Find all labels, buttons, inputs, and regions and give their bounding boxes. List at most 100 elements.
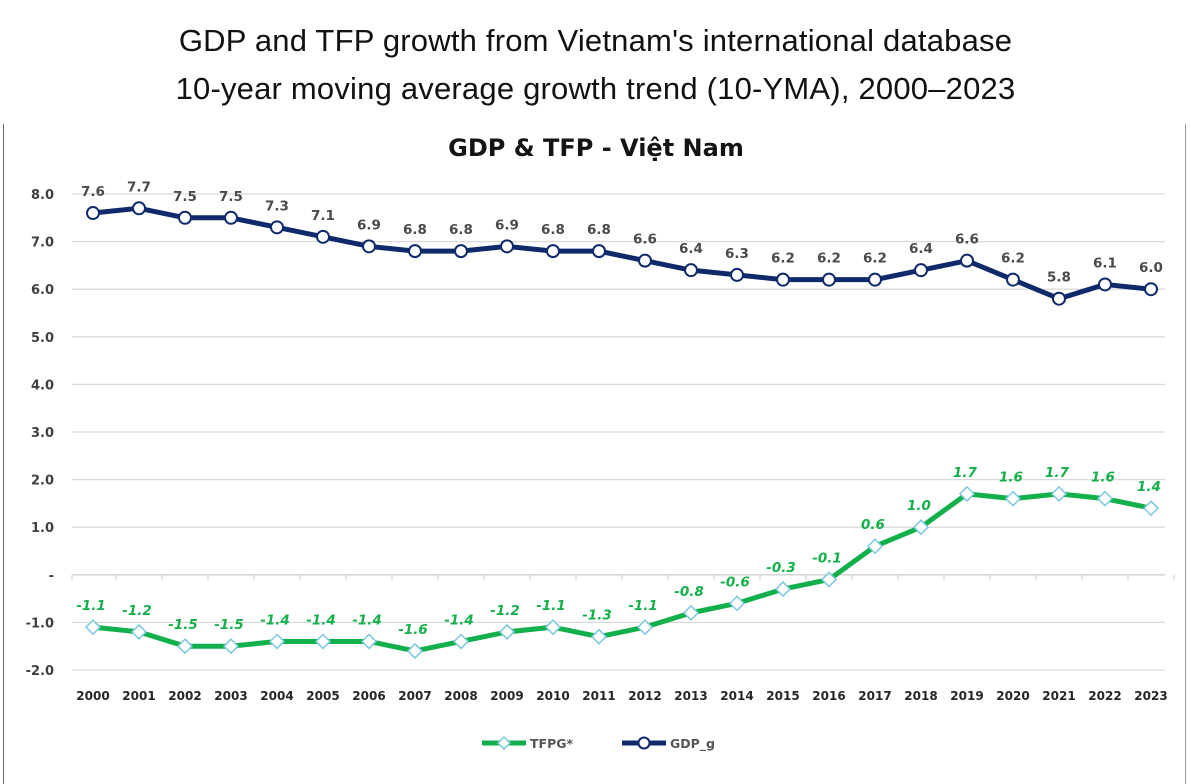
data-label-tfpg: -1.5 [168, 617, 198, 633]
data-label-tfpg: -1.4 [352, 612, 382, 628]
data-point-gdp-g [960, 253, 974, 268]
data-point-tfpg [314, 633, 332, 650]
legend-label: TFPG* [530, 736, 573, 751]
y-tick-label: 4.0 [31, 378, 54, 393]
y-tick-label: 1.0 [31, 521, 54, 536]
data-point-gdp-g [408, 244, 422, 259]
x-axis: 2000 2001 2002 2003 2004 2005 2006 2007 2008 2009… [71, 574, 1175, 703]
x-tick-label: 2005 [306, 689, 339, 703]
data-label-gdp-g: 6.3 [725, 246, 749, 262]
data-label-gdp-g: 7.3 [265, 198, 289, 214]
data-point-gdp-g [914, 263, 928, 278]
data-label-gdp-g: 6.8 [449, 222, 473, 238]
data-label-gdp-g: 6.8 [587, 222, 611, 238]
data-point-gdp-g [822, 272, 836, 287]
x-tick-label: 2018 [904, 689, 937, 703]
data-label-tfpg: -1.1 [76, 598, 106, 614]
data-label-gdp-g: 6.4 [909, 241, 933, 257]
data-point-gdp-g [86, 206, 100, 221]
data-point-gdp-g [868, 272, 882, 287]
data-label-tfpg: 1.6 [999, 470, 1023, 486]
chart-frame [3, 124, 1186, 784]
data-label-tfpg: -1.5 [214, 617, 244, 633]
data-point-tfpg [544, 619, 562, 636]
data-label-gdp-g: 6.0 [1139, 260, 1163, 276]
data-label-gdp-g: 7.6 [81, 184, 105, 200]
chart-title: GDP & TFP - Việt Nam [448, 134, 744, 162]
legend-item-gdp-g: GDP_g [622, 736, 715, 752]
x-tick-label: 2019 [950, 689, 983, 703]
data-point-gdp-g [132, 201, 146, 216]
series-layer [84, 201, 1160, 660]
data-label-tfpg: -1.3 [582, 608, 612, 624]
y-tick-label: -1.0 [26, 616, 54, 631]
data-point-tfpg [728, 595, 746, 612]
y-tick-label: 7.0 [31, 236, 54, 251]
y-tick-label: - [49, 569, 54, 584]
x-tick-label: 2001 [122, 689, 155, 703]
data-label-gdp-g: 6.9 [495, 217, 519, 233]
x-tick-label: 2021 [1042, 689, 1075, 703]
data-point-gdp-g [178, 210, 192, 225]
data-point-tfpg [866, 538, 884, 555]
legend: TFPG* GDP_g [482, 735, 715, 752]
data-label-tfpg: -1.4 [306, 612, 336, 628]
data-point-tfpg [1050, 485, 1068, 502]
data-point-gdp-g [362, 239, 376, 254]
y-axis: 8.0 7.0 6.0 5.0 4.0 3.0 2.0 1.0 - -1.0 -2.0 [26, 188, 54, 679]
data-label-tfpg: -1.6 [398, 622, 428, 638]
x-tick-label: 2020 [996, 689, 1029, 703]
x-tick-label: 2013 [674, 689, 707, 703]
data-point-gdp-g [638, 253, 652, 268]
x-tick-label: 2011 [582, 689, 615, 703]
data-point-tfpg [1004, 490, 1022, 507]
y-tick-label: 3.0 [31, 426, 54, 441]
data-point-tfpg [176, 638, 194, 655]
data-point-gdp-g [270, 220, 284, 235]
data-label-tfpg: -1.2 [490, 603, 520, 619]
x-tick-label: 2022 [1088, 689, 1121, 703]
data-point-tfpg [222, 638, 240, 655]
page-title-line-2: 10-year moving average growth trend (10-… [175, 71, 1016, 106]
data-point-gdp-g [1144, 282, 1158, 297]
data-point-tfpg [958, 485, 976, 502]
data-label-gdp-g: 6.2 [817, 251, 841, 267]
y-tick-label: 2.0 [31, 474, 54, 489]
data-point-tfpg [682, 604, 700, 621]
data-point-tfpg [774, 581, 792, 598]
diamond-marker-icon [496, 735, 512, 751]
data-label-tfpg: -0.8 [674, 584, 704, 600]
data-label-tfpg: 1.0 [907, 498, 931, 514]
data-label-gdp-g: 6.1 [1093, 255, 1117, 271]
data-point-tfpg [636, 619, 654, 636]
data-point-gdp-g [776, 272, 790, 287]
y-tick-label: 6.0 [31, 283, 54, 298]
y-tick-label: 5.0 [31, 331, 54, 346]
data-point-tfpg [406, 642, 424, 660]
data-point-tfpg [130, 623, 148, 640]
y-tick-label: -2.0 [26, 664, 54, 679]
y-tick-label: 8.0 [31, 188, 54, 203]
data-point-gdp-g [316, 229, 330, 244]
data-label-gdp-g: 7.5 [173, 189, 197, 205]
x-tick-label: 2017 [858, 689, 891, 703]
data-label-gdp-g: 6.8 [403, 222, 427, 238]
data-point-tfpg [360, 633, 378, 650]
x-tick-label: 2023 [1134, 689, 1167, 703]
data-point-gdp-g [684, 263, 698, 278]
data-point-gdp-g [1052, 291, 1066, 306]
data-label-gdp-g: 6.6 [955, 232, 979, 248]
data-point-tfpg [84, 619, 102, 636]
x-tick-label: 2003 [214, 689, 247, 703]
data-label-gdp-g: 7.7 [127, 179, 151, 195]
data-label-tfpg: -1.1 [628, 598, 658, 614]
data-label-gdp-g: 7.1 [311, 208, 335, 224]
data-label-gdp-g: 7.5 [219, 189, 243, 205]
data-point-tfpg [498, 623, 516, 640]
data-point-tfpg [268, 633, 286, 650]
x-tick-label: 2004 [260, 689, 293, 703]
data-label-tfpg: -0.3 [766, 560, 796, 576]
data-point-gdp-g [500, 239, 514, 254]
data-point-tfpg [912, 519, 930, 536]
